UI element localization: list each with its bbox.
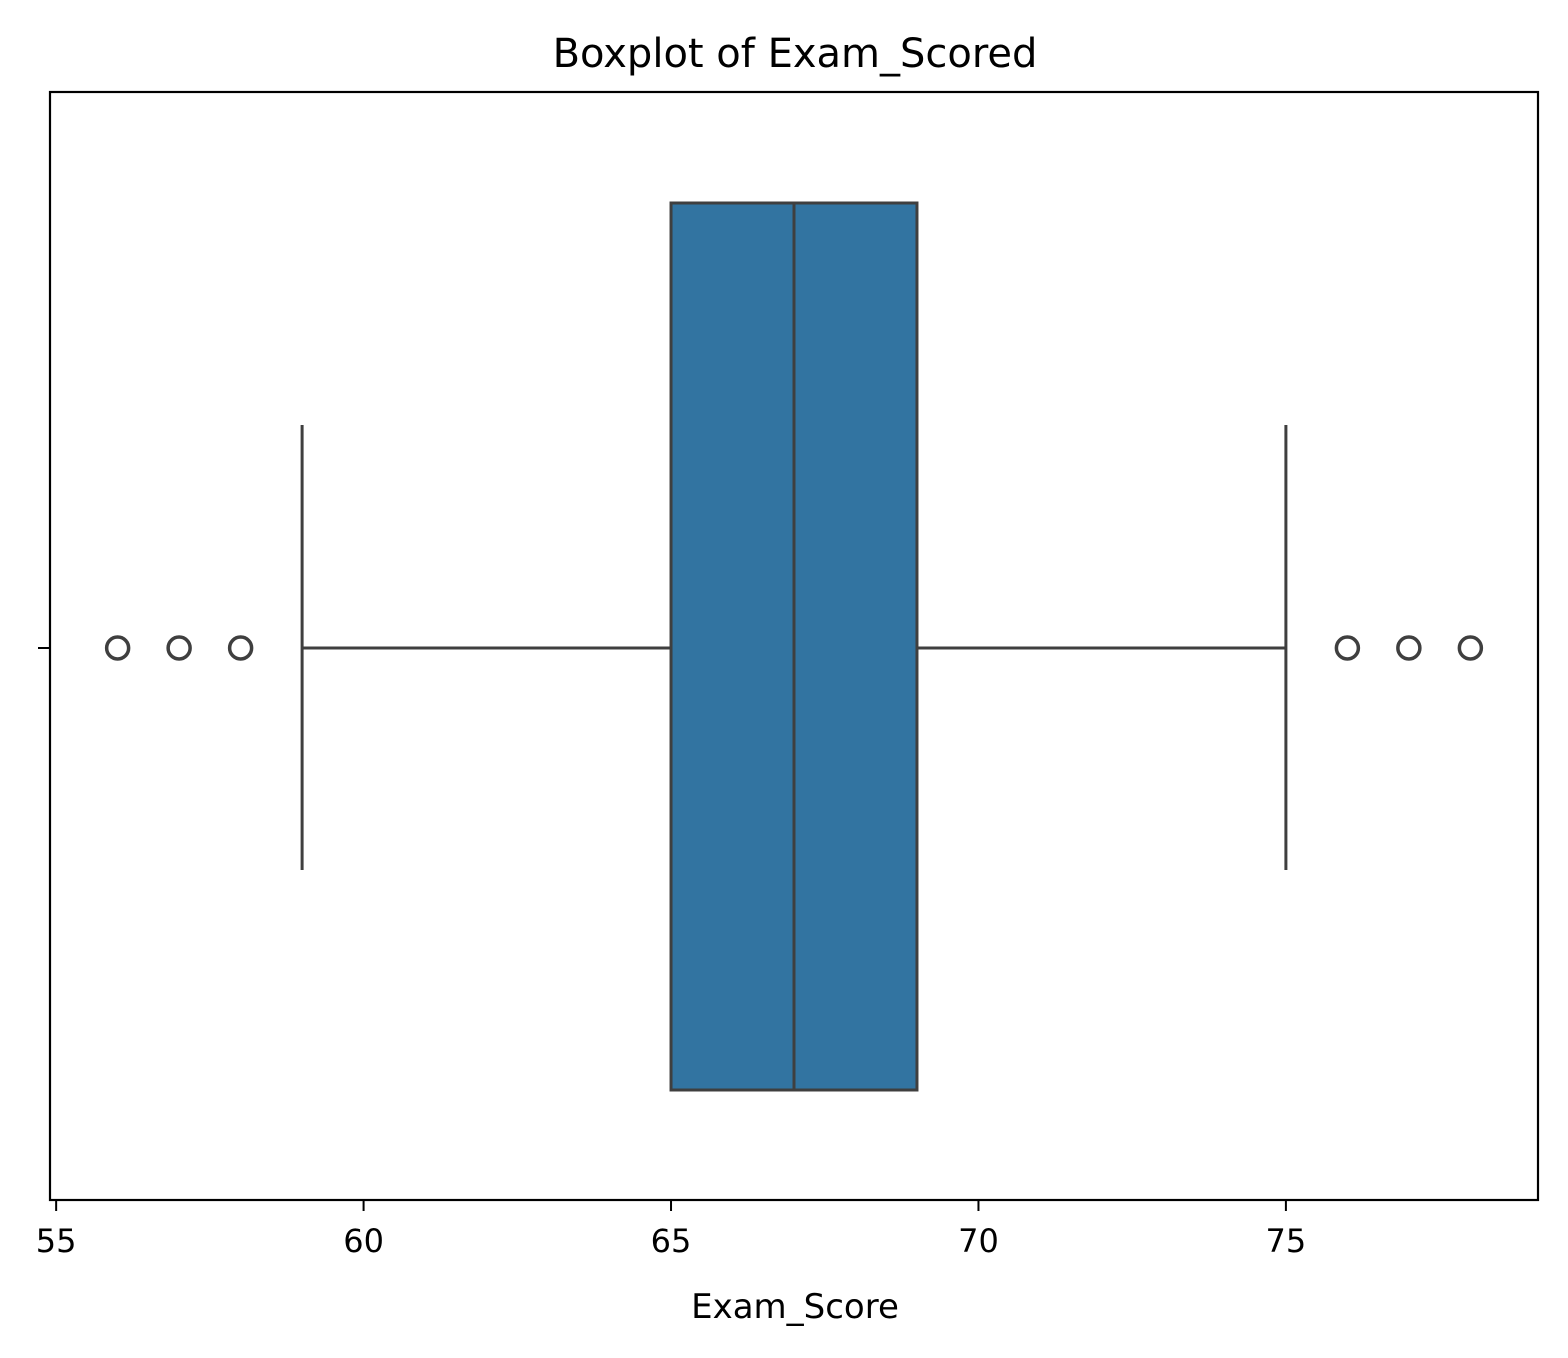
x-tick-label: 60 xyxy=(343,1222,384,1260)
x-axis: 55 60 65 70 75 xyxy=(36,1200,1306,1260)
x-tick-label: 55 xyxy=(36,1222,77,1260)
outlier-point xyxy=(166,635,192,661)
chart-title: Boxplot of Exam_Scored xyxy=(553,31,1038,77)
x-tick-label: 70 xyxy=(958,1222,999,1260)
outlier-point xyxy=(1457,635,1484,661)
x-tick-label: 65 xyxy=(651,1222,692,1260)
outlier-point xyxy=(104,635,131,661)
outlier-point xyxy=(1334,635,1361,661)
outlier-point xyxy=(227,635,254,661)
plot-area xyxy=(104,201,1484,1092)
x-axis-label: Exam_Score xyxy=(691,1287,899,1327)
plot-frame xyxy=(48,90,1540,1202)
outlier-point xyxy=(1396,635,1422,661)
x-tick-label: 75 xyxy=(1266,1222,1307,1260)
